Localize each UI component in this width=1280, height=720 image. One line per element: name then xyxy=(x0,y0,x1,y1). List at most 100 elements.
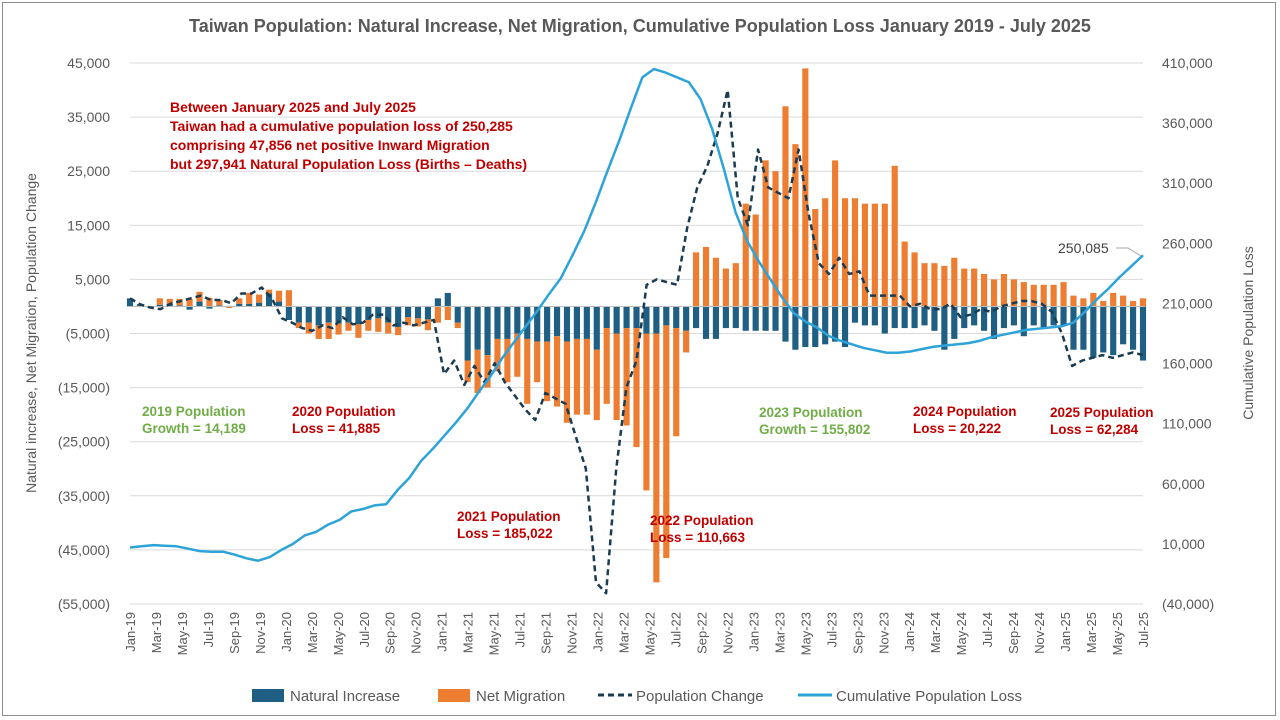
net-migration-bar xyxy=(981,273,988,307)
y2-tick-label: 60,000 xyxy=(1162,476,1205,492)
annotation-leader-line xyxy=(1116,247,1142,257)
natural-increase-bar xyxy=(623,306,630,329)
natural-increase-bar xyxy=(444,292,451,307)
annotation-text: Between January 2025 and July 2025 xyxy=(170,99,416,115)
annotation-text: Loss = 110,663 xyxy=(650,530,745,545)
natural-increase-bar xyxy=(295,306,302,323)
natural-increase-bar xyxy=(583,306,590,339)
chart-title: Taiwan Population: Natural Increase, Net… xyxy=(189,16,1091,36)
y2-tick-label: 260,000 xyxy=(1162,235,1213,251)
net-migration-bar xyxy=(315,325,322,339)
y-axis-title: Natural increase, Net Migration, Populat… xyxy=(23,173,39,493)
natural-increase-bar xyxy=(822,306,829,345)
annotation-text: 2024 Population xyxy=(913,404,1017,419)
x-tick-label: Sep-23 xyxy=(850,612,865,654)
natural-increase-bar xyxy=(176,305,183,307)
x-tick-label: Sep-24 xyxy=(1006,612,1021,654)
y-tick-label: 5,000 xyxy=(75,271,110,287)
y2-tick-label: 10,000 xyxy=(1162,536,1205,552)
net-migration-bar xyxy=(1020,282,1027,307)
net-migration-bar xyxy=(236,298,243,304)
y-tick-label: 45,000 xyxy=(67,55,110,71)
legend-swatch xyxy=(438,689,470,702)
net-migration-bar xyxy=(792,144,799,307)
net-migration-bar xyxy=(553,336,561,407)
natural-increase-bar xyxy=(464,306,471,361)
x-tick-label: Sep-20 xyxy=(383,612,398,654)
net-migration-bar xyxy=(226,306,233,309)
net-migration-bar xyxy=(1100,301,1107,307)
natural-increase-bar xyxy=(802,306,809,348)
natural-increase-bar xyxy=(474,306,481,350)
net-migration-bar xyxy=(683,330,690,353)
annotation-text: but 297,941 Natural Population Loss (Bir… xyxy=(170,156,527,172)
y-tick-label: (35,000) xyxy=(58,488,110,504)
x-tick-label: Nov-23 xyxy=(876,612,891,654)
natural-increase-bar xyxy=(494,306,501,339)
x-tick-label: Nov-19 xyxy=(253,612,268,654)
net-migration-bar xyxy=(1030,284,1037,307)
net-migration-bar xyxy=(732,263,739,307)
x-tick-label: Nov-20 xyxy=(409,612,424,654)
annotation-text: 2021 Population xyxy=(457,509,561,524)
natural-increase-bar xyxy=(206,306,213,309)
natural-increase-bar xyxy=(563,306,571,342)
net-migration-bar xyxy=(265,289,273,294)
y2-tick-label: 360,000 xyxy=(1162,115,1213,131)
net-migration-bar xyxy=(1070,295,1077,307)
net-migration-bar xyxy=(325,322,332,339)
y-tick-label: (25,000) xyxy=(58,434,110,450)
net-migration-bar xyxy=(951,257,958,307)
net-migration-bar xyxy=(742,203,749,307)
x-tick-label: Jan-21 xyxy=(435,612,450,652)
net-migration-bar xyxy=(1000,273,1008,307)
x-tick-label: Nov-22 xyxy=(720,612,735,654)
net-migration-bar xyxy=(1139,298,1147,307)
natural-increase-bar xyxy=(265,293,273,307)
natural-increase-bar xyxy=(722,306,729,329)
natural-increase-bar xyxy=(315,306,322,326)
natural-increase-bar xyxy=(593,306,600,350)
net-migration-bar xyxy=(1040,284,1047,307)
x-tick-label: Jan-22 xyxy=(591,612,606,652)
y-tick-label: (45,000) xyxy=(58,542,110,558)
net-migration-bar xyxy=(573,338,580,415)
x-tick-label: May-19 xyxy=(175,612,190,655)
natural-increase-bar xyxy=(1090,306,1097,358)
y2-tick-label: 310,000 xyxy=(1162,175,1213,191)
net-migration-bar xyxy=(484,355,491,388)
net-migration-bar xyxy=(782,106,789,307)
natural-increase-bar xyxy=(712,306,720,339)
legend-swatch xyxy=(252,689,284,702)
x-tick-label: Mar-25 xyxy=(1084,612,1099,653)
x-tick-label: Mar-21 xyxy=(461,612,476,653)
natural-increase-bar xyxy=(1000,306,1008,329)
natural-increase-bar xyxy=(990,306,998,339)
natural-increase-bar xyxy=(305,306,312,323)
natural-increase-bar xyxy=(702,306,710,339)
net-migration-bar xyxy=(971,268,978,307)
net-migration-bar xyxy=(593,349,600,421)
natural-increase-bar xyxy=(663,306,670,326)
net-migration-bar xyxy=(345,322,352,331)
natural-increase-bar xyxy=(345,306,352,323)
natural-increase-bar xyxy=(246,303,253,307)
natural-increase-bar xyxy=(1050,306,1057,326)
x-tick-label: Mar-20 xyxy=(305,612,320,653)
natural-increase-bar xyxy=(1139,306,1147,361)
net-migration-bar xyxy=(1090,292,1097,307)
natural-increase-bar xyxy=(673,306,680,329)
x-tick-label: Jan-24 xyxy=(902,612,917,652)
net-migration-bar xyxy=(832,160,839,307)
natural-increase-bar xyxy=(1100,306,1107,353)
net-migration-bar xyxy=(474,349,481,394)
net-migration-bar xyxy=(961,268,968,307)
net-migration-bar xyxy=(544,341,551,402)
net-migration-bar xyxy=(256,294,263,303)
net-migration-bar xyxy=(504,338,511,383)
x-tick-label: May-20 xyxy=(331,612,346,655)
natural-increase-bar xyxy=(1020,306,1027,337)
net-migration-bar xyxy=(166,298,173,304)
x-tick-label: Mar-22 xyxy=(617,612,632,653)
net-migration-bar xyxy=(404,317,412,326)
